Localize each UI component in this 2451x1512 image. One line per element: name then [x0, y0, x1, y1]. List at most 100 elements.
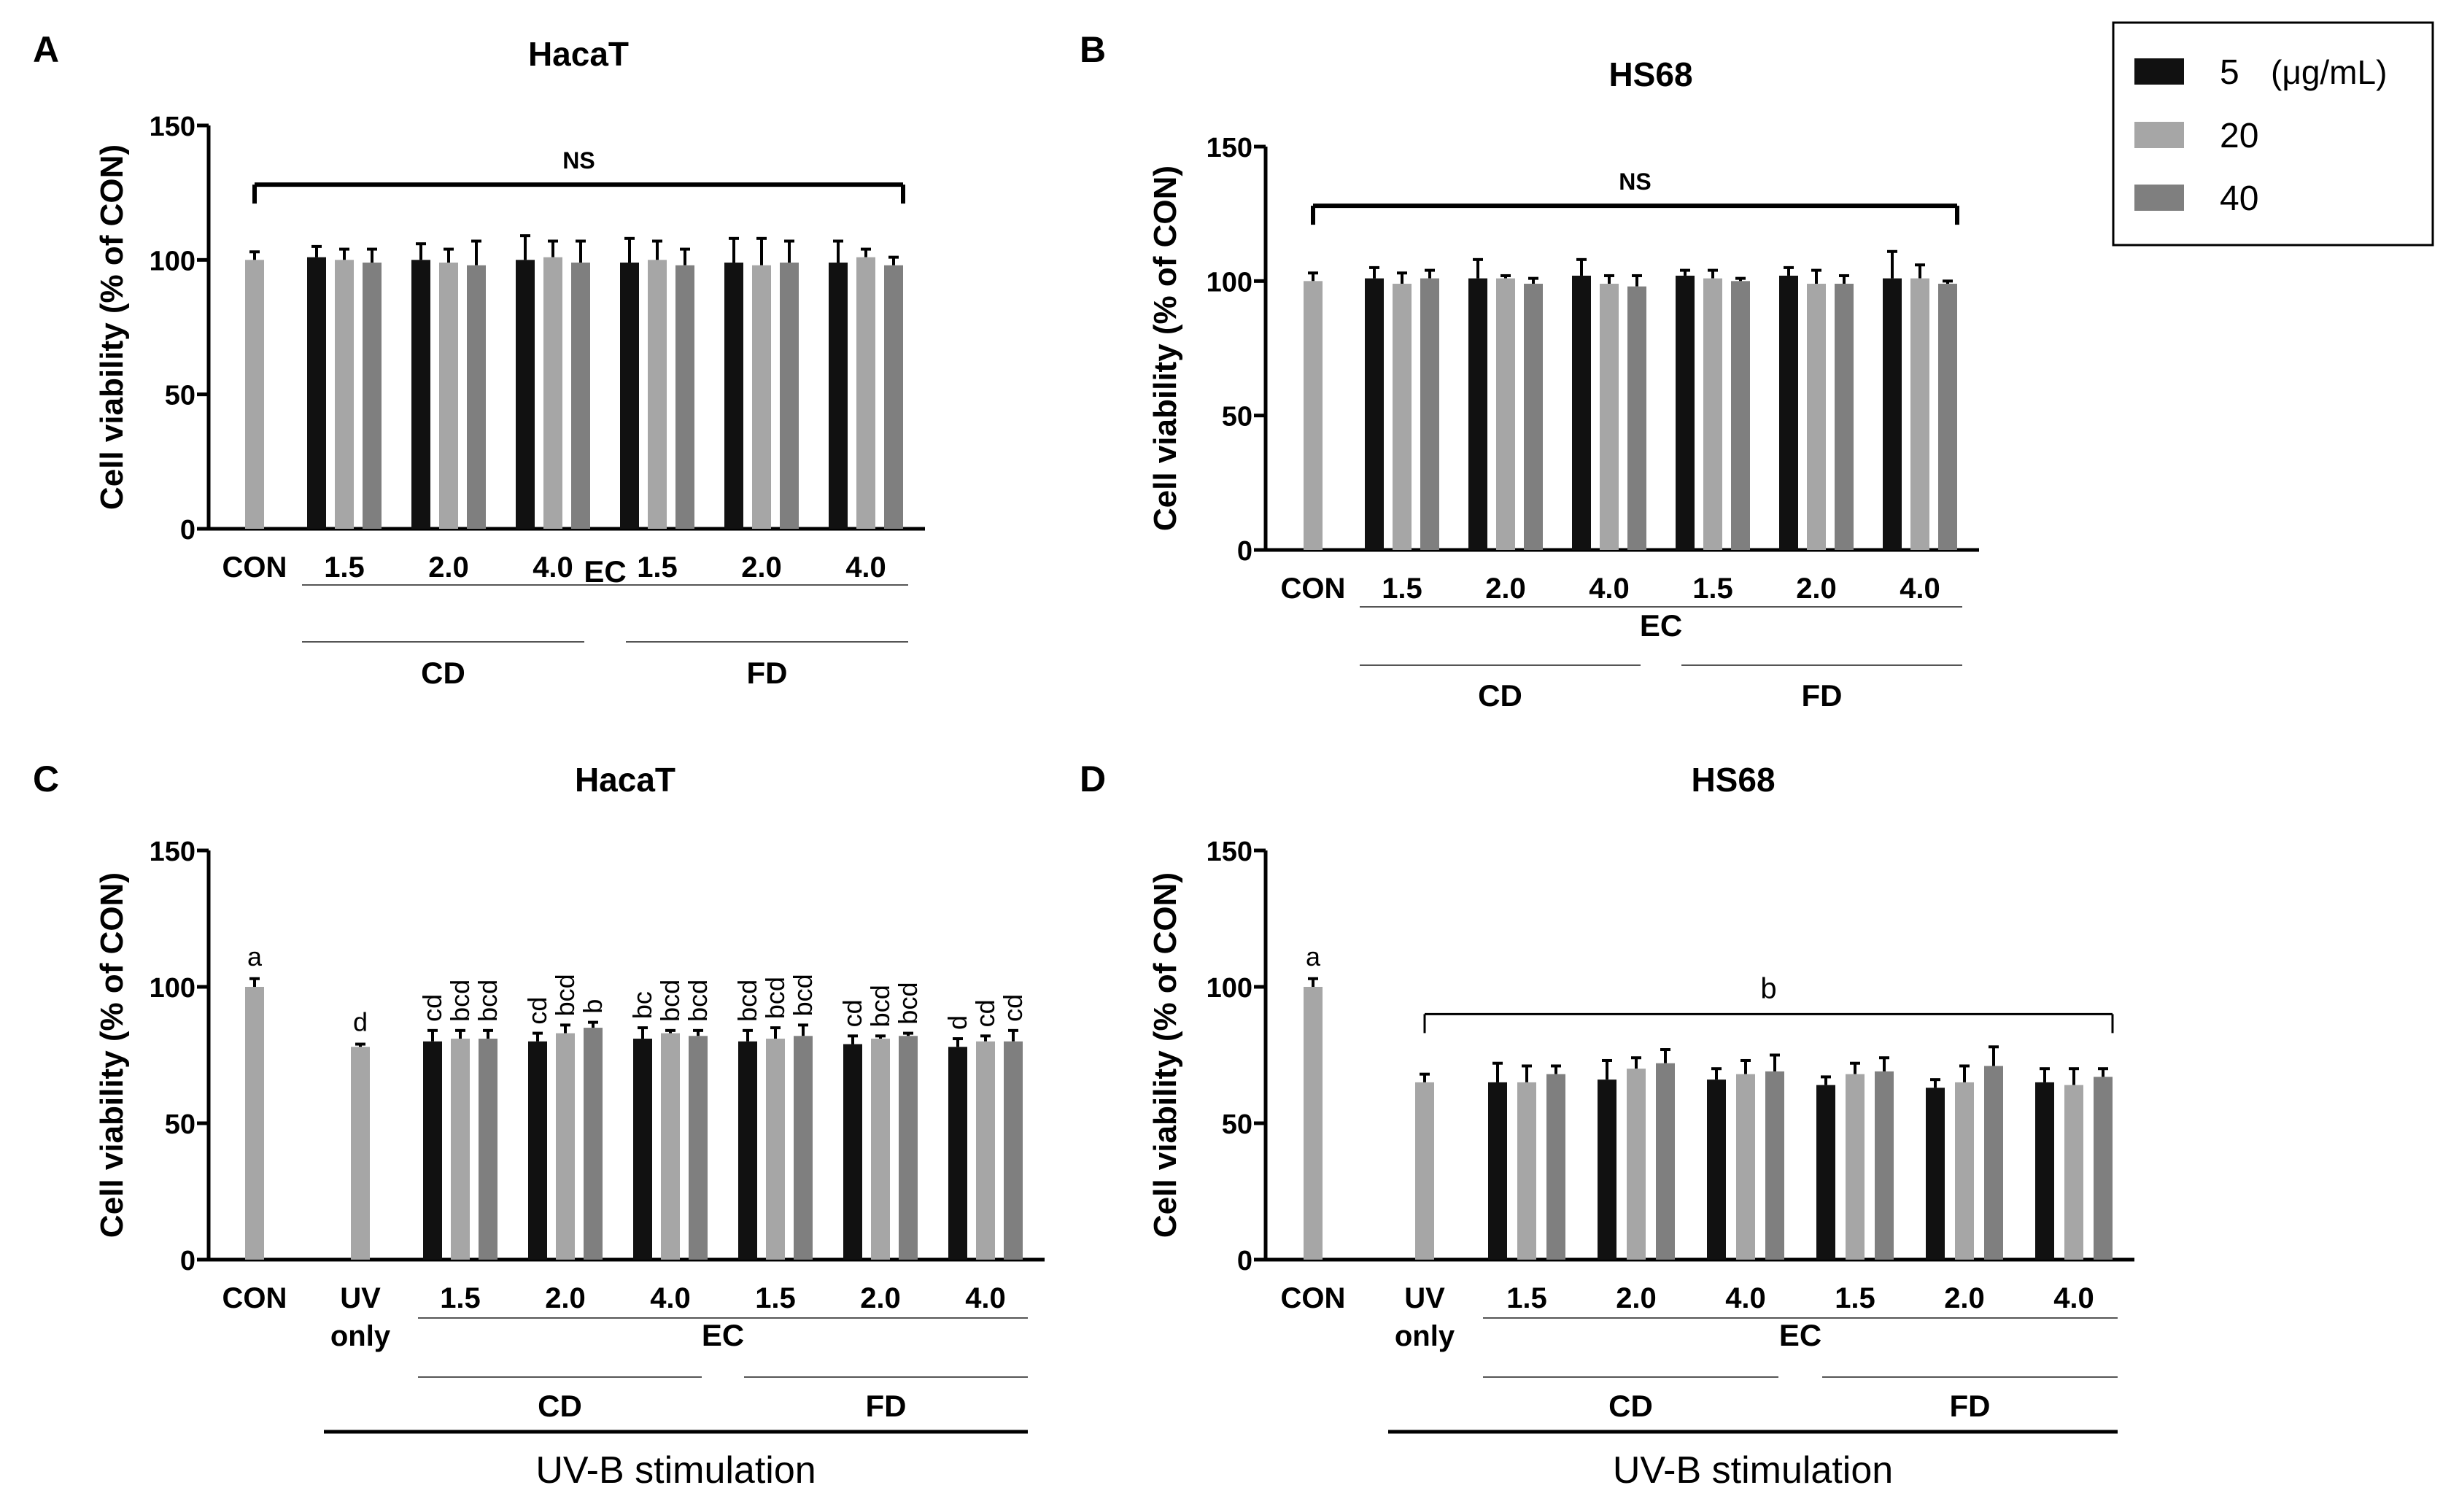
- bar-g5-s5: [1926, 1088, 1945, 1260]
- bar-g5-s20: [1955, 1082, 1974, 1260]
- panel-letter: B: [1080, 29, 1106, 70]
- panel-letter: C: [33, 759, 59, 799]
- bar-g2-s5: [411, 260, 430, 529]
- x-label-group: 2.0: [1616, 1282, 1657, 1314]
- panel-A: A HacaT Cell viability (% of CON) 0 50 100 150…: [33, 29, 925, 690]
- x-label-group: 4.0: [533, 551, 573, 584]
- bar-g1-s40: [479, 1039, 497, 1260]
- x-label-con: CON: [222, 551, 287, 584]
- bar-g1-s20: [451, 1039, 470, 1260]
- bar-g5-s40: [780, 263, 799, 529]
- bar-g3-s40: [1765, 1071, 1784, 1260]
- bar-g3-s5: [633, 1039, 652, 1260]
- bar-g4-s20: [1846, 1074, 1865, 1260]
- panel-C: C HacaT Cell viability (% of CON) 0 50 100 150…: [33, 759, 1045, 1492]
- bracket-label: NS: [562, 147, 595, 174]
- x-label-group: 4.0: [2053, 1282, 2094, 1314]
- panel-letter: A: [33, 29, 59, 70]
- bar-g3-s20: [1736, 1074, 1755, 1260]
- bar-g2-s5: [528, 1041, 547, 1260]
- sig-letter: cd: [417, 994, 447, 1022]
- bracket-label: NS: [1619, 168, 1651, 195]
- bar-g6-s40: [2094, 1077, 2113, 1260]
- x-label-only: only: [1395, 1320, 1455, 1352]
- bar-g3-s20: [543, 257, 562, 529]
- bar-g2-s5: [1598, 1079, 1616, 1260]
- bar-g1-s5: [1488, 1082, 1507, 1260]
- sig-letter: bc: [627, 991, 657, 1019]
- bar-g2-s20: [439, 263, 458, 529]
- fd-label: FD: [747, 656, 788, 690]
- sig-letter: cd: [522, 997, 552, 1025]
- y-tick-label: 50: [165, 1109, 195, 1140]
- sig-letter: bcd: [473, 980, 503, 1022]
- y-tick-label: 50: [165, 381, 195, 411]
- bar-g6-s40: [1004, 1041, 1023, 1260]
- cd-label: CD: [1608, 1389, 1653, 1423]
- fd-label: FD: [866, 1389, 907, 1423]
- bar-g2-s5: [1468, 278, 1487, 550]
- bar-g2-s20: [1496, 278, 1515, 550]
- bar-uv-only: [351, 1047, 370, 1260]
- y-tick-label: 0: [1237, 536, 1252, 567]
- bar-g5-s20: [752, 265, 771, 529]
- x-label-con: CON: [1281, 573, 1346, 605]
- bar-g3-s40: [1627, 286, 1646, 550]
- bar-g3-s40: [571, 263, 590, 529]
- x-label-group: 2.0: [741, 551, 782, 584]
- x-label-con: CON: [222, 1282, 287, 1314]
- x-label-group: 4.0: [965, 1282, 1006, 1314]
- x-label-group: 1.5: [1382, 573, 1422, 605]
- y-tick-label: 150: [1207, 837, 1252, 867]
- bar-g1-s40: [363, 263, 382, 529]
- bar-g5-s40: [899, 1036, 918, 1260]
- x-label-group: 2.0: [545, 1282, 586, 1314]
- x-label-group: 1.5: [1835, 1282, 1875, 1314]
- sig-letter-con: a: [1306, 942, 1321, 972]
- x-label-group: 1.5: [324, 551, 365, 584]
- bar-g2-s40: [1524, 284, 1543, 550]
- bar-con: [1304, 987, 1323, 1260]
- y-tick-label: 0: [180, 515, 195, 546]
- y-tick-label: 100: [1207, 267, 1252, 298]
- bar-g1-s5: [1365, 278, 1384, 550]
- bar-g6-s5: [2035, 1082, 2054, 1260]
- bar-g4-s5: [738, 1041, 757, 1260]
- bar-g6-s40: [884, 265, 903, 529]
- bar-g3-s20: [1600, 284, 1619, 550]
- x-label-group: 4.0: [650, 1282, 691, 1314]
- ec-label: EC: [1640, 608, 1682, 643]
- legend-label-20: 20: [2220, 117, 2258, 155]
- bar-g6-s5: [829, 263, 848, 529]
- chart-title: HacaT: [528, 35, 629, 73]
- legend-label-40: 40: [2220, 179, 2258, 218]
- bar-g1-s5: [307, 257, 326, 529]
- bar-g4-s5: [620, 263, 639, 529]
- cd-label: CD: [421, 656, 465, 690]
- y-tick-label: 150: [150, 837, 195, 867]
- bar-g4-s20: [648, 260, 667, 529]
- sig-letter: bcd: [760, 977, 790, 1019]
- legend-swatch-5: [2134, 58, 2184, 85]
- chart-title: HS68: [1608, 55, 1692, 93]
- bar-g1-s20: [1517, 1082, 1536, 1260]
- panel-letter: D: [1080, 759, 1106, 799]
- y-axis-label: Cell viability (% of CON): [94, 144, 130, 510]
- sig-letter: bcd: [865, 985, 895, 1027]
- bar-g6-s20: [2064, 1085, 2083, 1260]
- bar-g5-s20: [871, 1039, 890, 1260]
- bar-g2-s40: [1656, 1063, 1675, 1260]
- legend-frame: [2112, 21, 2434, 247]
- sig-letter-uv: d: [353, 1007, 368, 1037]
- bar-g4-s20: [1703, 278, 1722, 550]
- bracket-label: b: [1760, 972, 1776, 1004]
- x-label-group: 1.5: [440, 1282, 481, 1314]
- x-label-group: 2.0: [1796, 573, 1837, 605]
- bar-g1-s20: [1393, 284, 1412, 550]
- bar-g3-s5: [516, 260, 535, 529]
- sig-letter: bcd: [445, 980, 475, 1022]
- x-label-uv: UV: [1404, 1282, 1445, 1314]
- bar-g4-s40: [1875, 1071, 1894, 1260]
- y-tick-label: 0: [1237, 1246, 1252, 1276]
- sig-letter: bcd: [683, 980, 713, 1022]
